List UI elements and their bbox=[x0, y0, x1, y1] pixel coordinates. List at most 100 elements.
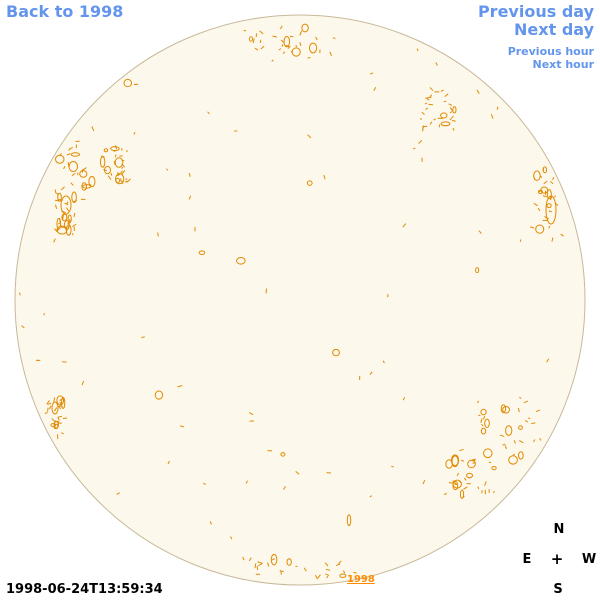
contour-segment bbox=[519, 396, 522, 399]
contour-segment bbox=[49, 405, 52, 410]
contour-segment bbox=[116, 492, 120, 495]
next-hour-link[interactable]: Next hour bbox=[532, 58, 595, 71]
contour-segment bbox=[369, 495, 373, 498]
contour-segment bbox=[133, 83, 139, 86]
contour-segment bbox=[112, 149, 116, 153]
contour-segment bbox=[243, 29, 247, 32]
contour-segment bbox=[72, 223, 77, 228]
contour-segment bbox=[484, 481, 487, 486]
contour-segment bbox=[63, 165, 66, 170]
contour-segment bbox=[504, 445, 507, 450]
contour-loop bbox=[483, 448, 493, 459]
contour-loop bbox=[466, 472, 474, 479]
contour-segment bbox=[125, 178, 128, 180]
back-to-year-link[interactable]: Back to 1998 bbox=[6, 2, 124, 21]
contour-segment bbox=[103, 168, 107, 172]
contour-segment bbox=[463, 477, 467, 481]
contour-segment bbox=[258, 562, 263, 567]
contour-segment bbox=[278, 48, 282, 51]
contour-loop bbox=[283, 35, 291, 48]
contour-segment bbox=[444, 93, 449, 97]
contour-segment bbox=[422, 479, 426, 485]
contour-segment bbox=[51, 418, 56, 423]
contour-segment bbox=[124, 180, 128, 183]
contour-loop bbox=[280, 452, 286, 457]
contour-segment bbox=[295, 471, 300, 475]
contour-segment bbox=[424, 102, 428, 105]
contour-segment bbox=[167, 460, 170, 465]
contour-loop bbox=[236, 256, 246, 265]
contour-loop bbox=[56, 217, 62, 230]
contour-segment bbox=[323, 174, 326, 180]
contour-loop bbox=[115, 177, 121, 184]
contour-segment bbox=[412, 147, 416, 150]
contour-segment bbox=[429, 121, 433, 125]
contour-segment bbox=[353, 571, 357, 574]
contour-loop bbox=[308, 42, 318, 54]
compass-center: + bbox=[550, 550, 564, 568]
contour-segment bbox=[177, 385, 183, 388]
contour-segment bbox=[54, 189, 57, 194]
contour-loop bbox=[535, 224, 545, 234]
contour-segment bbox=[443, 100, 447, 103]
contour-segment bbox=[107, 175, 112, 180]
contour-segment bbox=[121, 180, 124, 184]
contour-loop bbox=[508, 455, 518, 465]
contour-segment bbox=[299, 30, 303, 36]
contour-segment bbox=[502, 443, 506, 446]
contour-segment bbox=[548, 225, 551, 229]
contour-segment bbox=[449, 107, 453, 111]
contour-segment bbox=[209, 521, 212, 525]
contour-segment bbox=[402, 223, 407, 228]
next-day-link[interactable]: Next day bbox=[514, 20, 594, 39]
contour-segment bbox=[513, 440, 516, 444]
contour-segment bbox=[429, 94, 433, 98]
contour-segment bbox=[460, 459, 465, 462]
contour-segment bbox=[62, 214, 64, 220]
contour-segment bbox=[369, 371, 373, 376]
year-link[interactable]: 1998 bbox=[347, 574, 375, 585]
contour-segment bbox=[517, 407, 520, 413]
contour-segment bbox=[54, 228, 58, 232]
contour-segment bbox=[531, 422, 536, 425]
contour-segment bbox=[188, 195, 192, 200]
contour-segment bbox=[448, 103, 453, 106]
magnetic-contours bbox=[19, 23, 564, 580]
contour-segment bbox=[543, 180, 548, 185]
contour-segment bbox=[527, 417, 531, 420]
contour-segment bbox=[121, 170, 126, 175]
contour-segment bbox=[548, 210, 552, 213]
contour-loop bbox=[450, 454, 460, 467]
contour-segment bbox=[267, 562, 270, 567]
contour-segment bbox=[546, 358, 550, 363]
contour-loop bbox=[103, 148, 109, 153]
contour-segment bbox=[532, 439, 536, 443]
contour-segment bbox=[207, 111, 210, 115]
contour-segment bbox=[126, 178, 131, 183]
contour-segment bbox=[335, 563, 341, 567]
contour-segment bbox=[440, 89, 444, 92]
contour-segment bbox=[480, 418, 483, 423]
contour-segment bbox=[560, 233, 564, 237]
contour-segment bbox=[433, 118, 436, 121]
contour-segment bbox=[82, 167, 87, 171]
contour-loop bbox=[518, 451, 524, 460]
contour-segment bbox=[64, 202, 69, 206]
contour-segment bbox=[21, 325, 25, 329]
contour-segment bbox=[496, 106, 499, 110]
contour-segment bbox=[65, 207, 70, 212]
contour-segment bbox=[68, 218, 71, 222]
contour-loop bbox=[459, 489, 465, 499]
compass-south: S bbox=[553, 582, 563, 597]
contour-segment bbox=[188, 172, 191, 177]
previous-day-link[interactable]: Previous day bbox=[477, 2, 594, 21]
contour-segment bbox=[230, 536, 233, 540]
contour-segment bbox=[69, 147, 73, 150]
contour-segment bbox=[463, 486, 468, 490]
contour-loop bbox=[286, 558, 292, 566]
contour-segment bbox=[539, 438, 542, 441]
contour-segment bbox=[533, 202, 538, 207]
contour-segment bbox=[332, 37, 336, 39]
contour-segment bbox=[260, 45, 265, 50]
previous-hour-link[interactable]: Previous hour bbox=[507, 45, 594, 58]
